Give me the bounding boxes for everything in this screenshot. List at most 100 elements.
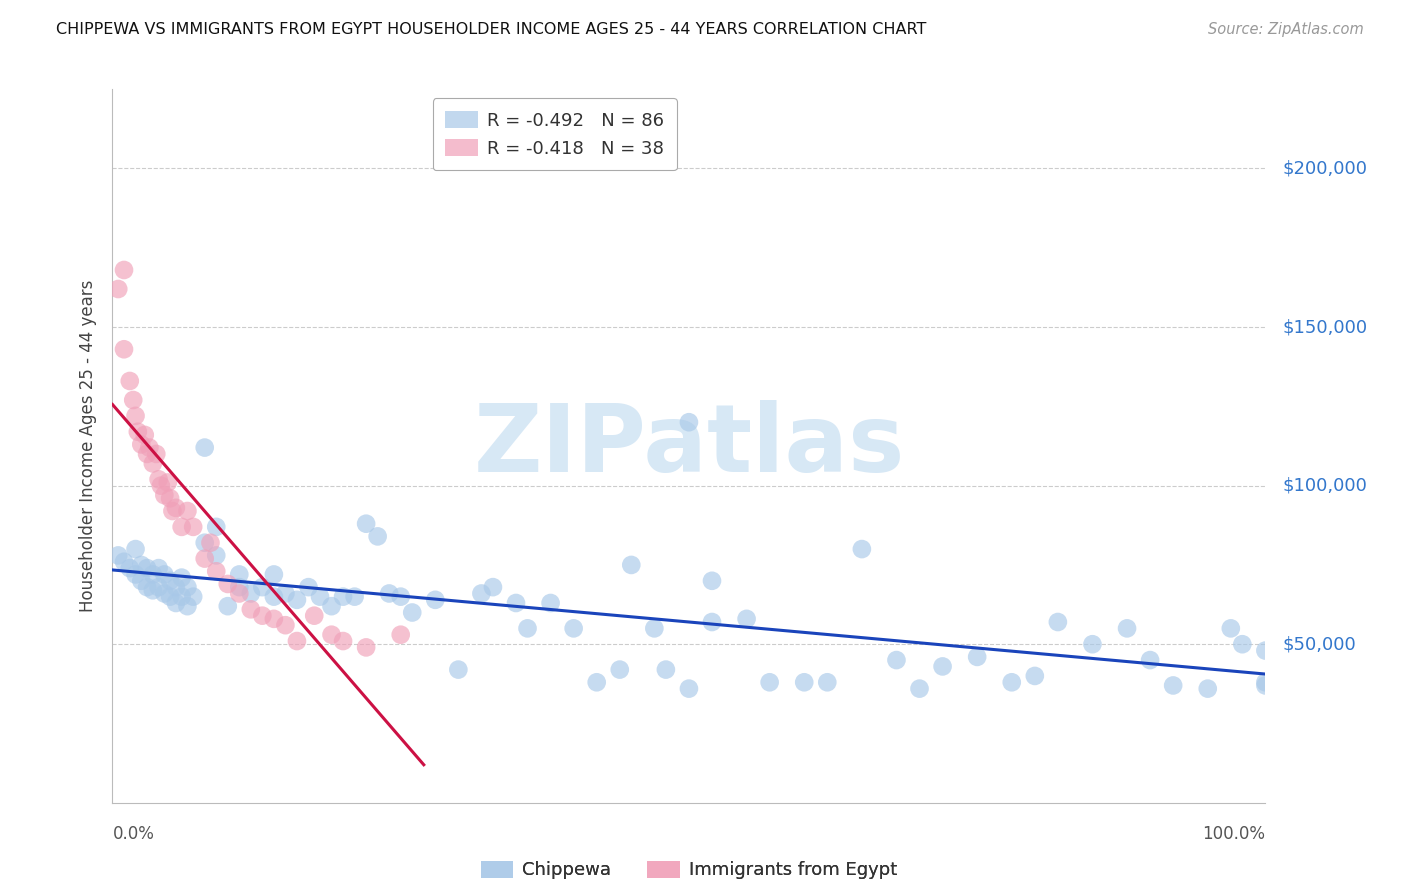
Point	[153, 567, 176, 582]
Point	[205, 564, 228, 578]
Point	[1161, 678, 1184, 692]
Point	[447, 663, 470, 677]
Point	[735, 612, 758, 626]
Point	[332, 634, 354, 648]
Point	[263, 590, 285, 604]
Point	[124, 542, 146, 557]
Point	[793, 675, 815, 690]
Point	[129, 574, 153, 588]
Point	[1197, 681, 1219, 696]
Point	[389, 590, 412, 604]
Point	[966, 649, 988, 664]
Point	[124, 409, 146, 423]
Point	[142, 583, 165, 598]
Point	[145, 447, 167, 461]
Point	[170, 590, 193, 604]
Point	[1081, 637, 1104, 651]
Point	[176, 504, 198, 518]
Point	[367, 529, 389, 543]
Point	[165, 596, 187, 610]
Point	[1001, 675, 1024, 690]
Point	[297, 580, 319, 594]
Point	[678, 681, 700, 696]
Text: $150,000: $150,000	[1282, 318, 1368, 336]
Point	[401, 606, 423, 620]
Point	[321, 599, 343, 614]
Point	[170, 571, 193, 585]
Point	[228, 580, 250, 594]
Text: $100,000: $100,000	[1282, 476, 1367, 495]
Point	[274, 618, 297, 632]
Point	[112, 555, 135, 569]
Point	[122, 392, 145, 407]
Point	[124, 567, 146, 582]
Point	[200, 535, 222, 549]
Text: $200,000: $200,000	[1282, 160, 1367, 178]
Point	[148, 472, 170, 486]
Point	[274, 586, 297, 600]
Point	[162, 504, 184, 518]
Point	[470, 586, 492, 600]
Point	[678, 415, 700, 429]
Point	[505, 596, 527, 610]
Point	[239, 602, 262, 616]
Point	[908, 681, 931, 696]
Point	[149, 478, 172, 492]
Point	[609, 663, 631, 677]
Point	[136, 561, 159, 575]
Point	[1116, 621, 1139, 635]
Point	[127, 425, 149, 439]
Point	[655, 663, 678, 677]
Point	[1046, 615, 1069, 629]
Point	[228, 586, 250, 600]
Point	[156, 475, 179, 490]
Point	[239, 586, 262, 600]
Y-axis label: Householder Income Ages 25 - 44 years: Householder Income Ages 25 - 44 years	[79, 280, 97, 612]
Point	[129, 437, 153, 451]
Point	[931, 659, 953, 673]
Point	[643, 621, 665, 635]
Point	[194, 535, 217, 549]
Point	[620, 558, 643, 572]
Point	[309, 590, 332, 604]
Point	[354, 516, 377, 531]
Point	[136, 447, 159, 461]
Point	[205, 549, 228, 563]
Point	[1254, 678, 1277, 692]
Point	[107, 282, 129, 296]
Text: CHIPPEWA VS IMMIGRANTS FROM EGYPT HOUSEHOLDER INCOME AGES 25 - 44 YEARS CORRELAT: CHIPPEWA VS IMMIGRANTS FROM EGYPT HOUSEH…	[56, 22, 927, 37]
Text: 0.0%: 0.0%	[112, 825, 155, 843]
Point	[851, 542, 873, 557]
Point	[134, 428, 156, 442]
Point	[585, 675, 607, 690]
Point	[107, 549, 129, 563]
Point	[159, 574, 181, 588]
Text: 100.0%: 100.0%	[1202, 825, 1265, 843]
Point	[700, 574, 723, 588]
Point	[1219, 621, 1241, 635]
Point	[194, 441, 217, 455]
Point	[165, 580, 187, 594]
Point	[263, 567, 285, 582]
Point	[181, 590, 204, 604]
Text: Source: ZipAtlas.com: Source: ZipAtlas.com	[1208, 22, 1364, 37]
Point	[1232, 637, 1254, 651]
Point	[700, 615, 723, 629]
Point	[482, 580, 505, 594]
Point	[165, 500, 187, 515]
Point	[758, 675, 780, 690]
Point	[118, 561, 141, 575]
Point	[1024, 669, 1046, 683]
Point	[815, 675, 838, 690]
Point	[148, 561, 170, 575]
Point	[263, 612, 285, 626]
Point	[886, 653, 908, 667]
Point	[321, 628, 343, 642]
Point	[159, 491, 181, 506]
Point	[285, 634, 308, 648]
Point	[343, 590, 366, 604]
Point	[228, 567, 250, 582]
Point	[159, 590, 181, 604]
Point	[136, 580, 159, 594]
Point	[138, 441, 160, 455]
